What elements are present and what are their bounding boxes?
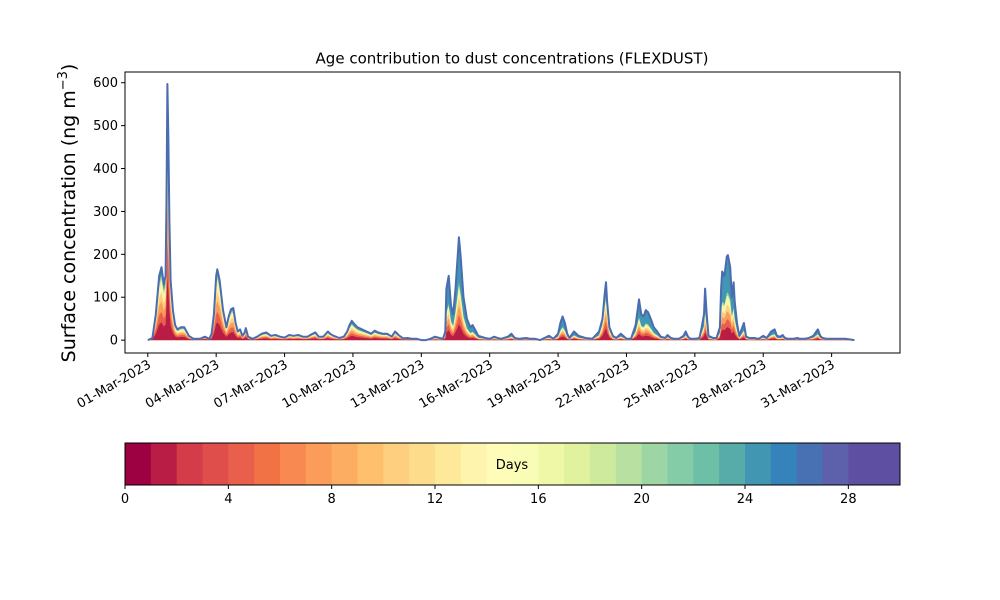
y-tick-label: 600 — [93, 76, 118, 91]
total-concentration-line — [147, 83, 855, 342]
colorbar-swatch — [280, 443, 307, 485]
colorbar-tick-label: 16 — [530, 492, 547, 507]
age-band-area — [147, 126, 855, 341]
colorbar-frame — [124, 442, 901, 486]
colorbar-swatch — [874, 443, 901, 485]
age-band-area — [147, 240, 855, 341]
age-band-area — [147, 203, 855, 341]
colorbar-swatch — [357, 443, 384, 485]
colorbar-swatch — [331, 443, 358, 485]
colorbar-tick-label: 20 — [633, 492, 650, 507]
colorbar-swatch — [512, 443, 539, 485]
x-tick-label: 10-Mar-2023 — [280, 357, 359, 411]
colorbar-swatch — [538, 443, 565, 485]
colorbar-swatch — [305, 443, 333, 485]
age-band-area — [147, 91, 855, 341]
age-band-area — [147, 171, 855, 341]
chart-title: Age contribution to dust concentrations … — [316, 50, 709, 68]
colorbar-swatch — [641, 443, 668, 485]
colorbar-swatch — [486, 443, 513, 485]
colorbar-swatch — [590, 443, 617, 485]
colorbar-swatch — [383, 443, 410, 485]
colorbar-swatch — [150, 443, 178, 485]
stacked-areas — [147, 83, 855, 342]
colorbar-tick-label: 4 — [224, 492, 232, 507]
colorbar-axis: 0 4 8 12 16 20 24 28 — [121, 485, 857, 507]
x-tick-label: 13-Mar-2023 — [348, 357, 427, 411]
x-tick-label: 25-Mar-2023 — [622, 357, 701, 411]
colorbar-swatch — [564, 443, 591, 485]
colorbar-swatch — [202, 443, 229, 485]
plot-frame — [124, 71, 901, 354]
colorbar-swatch — [254, 443, 281, 485]
x-tick-label: 28-Mar-2023 — [690, 357, 769, 411]
y-axis: 0 100 200 300 400 500 600 — [93, 76, 125, 349]
colorbar-swatch — [667, 443, 694, 485]
colorbar-tick-label: 24 — [737, 492, 754, 507]
colorbar-swatch — [435, 443, 462, 485]
plot-area — [124, 71, 901, 354]
y-tick-label: 400 — [93, 162, 118, 177]
colorbar-swatch — [770, 443, 798, 485]
x-tick-label: 19-Mar-2023 — [485, 357, 564, 411]
colorbar-label: Days — [496, 458, 529, 473]
colorbar-swatch — [745, 443, 772, 485]
colorbar-tick-label: 12 — [427, 492, 444, 507]
y-axis-label: Surface concentration (ng m−3) — [56, 64, 80, 363]
y-tick-label: 200 — [93, 248, 118, 263]
colorbar-tick-label: 8 — [328, 492, 336, 507]
colorbar-swatch — [615, 443, 643, 485]
colorbar-swatch — [460, 443, 488, 485]
y-tick-label: 300 — [93, 205, 118, 220]
colorbar-swatch — [409, 443, 436, 485]
age-band-area — [147, 146, 855, 341]
y-tick-label: 100 — [93, 291, 118, 306]
x-tick-label: 22-Mar-2023 — [553, 357, 632, 411]
x-tick-label: 04-Mar-2023 — [143, 357, 222, 411]
age-band-area — [147, 278, 855, 341]
colorbar-swatch — [719, 443, 746, 485]
colorbar-tick-label: 0 — [121, 492, 129, 507]
colorbar-swatch — [848, 443, 875, 485]
x-tick-label: 01-Mar-2023 — [75, 357, 154, 411]
colorbar-swatch — [228, 443, 255, 485]
age-band-area — [147, 84, 855, 341]
x-tick-label: 07-Mar-2023 — [211, 357, 290, 411]
y-tick-label: 0 — [110, 334, 118, 349]
colorbar-swatch — [796, 443, 823, 485]
colorbar — [124, 442, 901, 486]
age-band-area — [147, 111, 855, 341]
colorbar-tick-label: 28 — [840, 492, 857, 507]
colorbar-swatch — [822, 443, 849, 485]
y-tick-label: 500 — [93, 119, 118, 134]
colorbar-swatch — [125, 443, 152, 485]
x-tick-label: 31-Mar-2023 — [758, 357, 837, 411]
x-axis: 01-Mar-202304-Mar-202307-Mar-202310-Mar-… — [75, 353, 838, 412]
colorbar-swatch — [693, 443, 720, 485]
colorbar-swatch — [176, 443, 203, 485]
x-tick-label: 16-Mar-2023 — [417, 357, 496, 411]
